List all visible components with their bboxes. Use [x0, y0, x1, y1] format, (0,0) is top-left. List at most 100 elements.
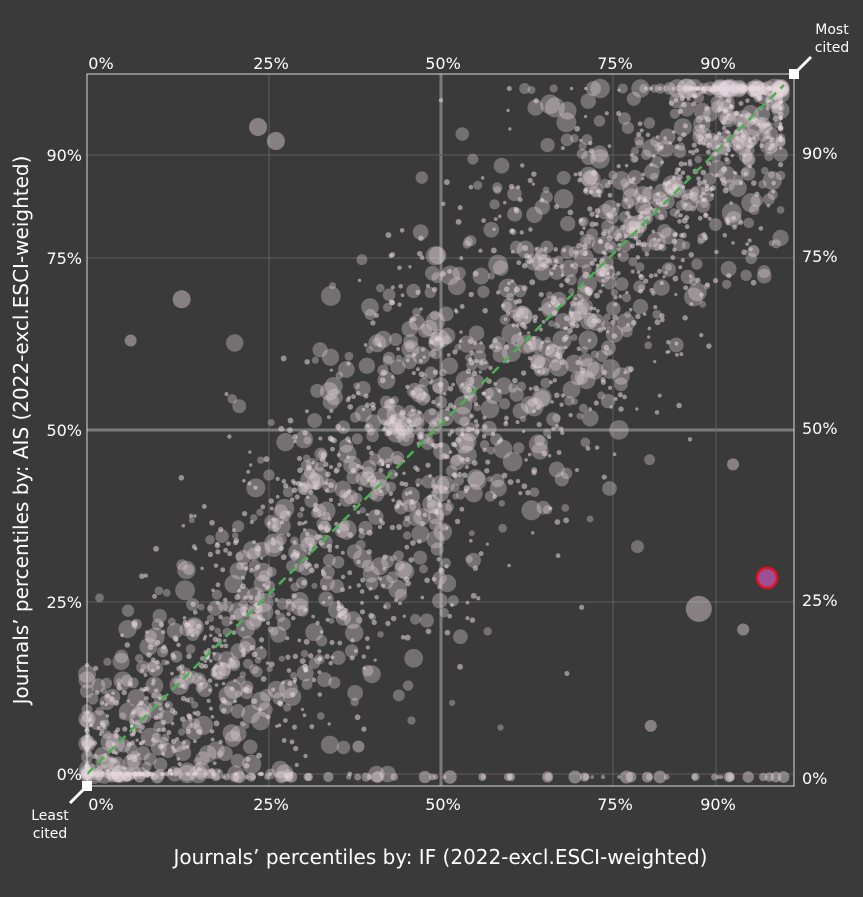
data-point — [726, 147, 731, 153]
data-point — [240, 575, 246, 581]
data-point — [586, 361, 605, 380]
data-point — [561, 504, 570, 512]
data-point — [398, 601, 402, 606]
data-point — [111, 771, 124, 783]
data-point — [354, 714, 361, 721]
data-point — [327, 722, 331, 726]
data-point — [689, 185, 707, 204]
data-point — [353, 648, 358, 653]
data-point — [666, 340, 671, 345]
data-point — [731, 129, 752, 150]
data-point — [308, 543, 314, 548]
data-point — [111, 765, 128, 783]
data-point — [186, 597, 200, 611]
data-point — [382, 554, 388, 560]
data-point — [402, 471, 406, 476]
data-point — [195, 623, 202, 630]
data-point — [390, 554, 397, 562]
data-point — [155, 768, 166, 780]
data-point — [339, 520, 350, 532]
data-point — [646, 197, 654, 205]
data-point — [278, 545, 284, 551]
data-point — [211, 589, 223, 600]
highlighted-journal-point[interactable] — [755, 566, 779, 590]
data-point — [468, 325, 485, 341]
data-point — [197, 603, 205, 611]
data-point — [218, 614, 224, 620]
data-point — [455, 426, 465, 437]
data-point — [469, 350, 475, 356]
data-point — [602, 326, 606, 331]
data-point — [120, 633, 125, 638]
data-point — [429, 378, 434, 383]
data-point — [139, 687, 144, 692]
data-point — [193, 757, 202, 766]
data-point — [482, 307, 488, 314]
data-point — [619, 770, 634, 784]
data-point — [337, 610, 347, 620]
y-tick-label-left: 50% — [46, 421, 82, 440]
data-point — [459, 506, 465, 512]
data-point — [346, 489, 352, 494]
data-point — [727, 774, 734, 780]
data-point — [577, 171, 583, 177]
data-point — [300, 649, 309, 658]
data-point — [309, 567, 315, 574]
data-point — [579, 772, 590, 782]
data-point — [317, 656, 323, 662]
data-point — [264, 514, 279, 529]
data-point — [292, 434, 298, 440]
data-point — [419, 521, 426, 527]
data-point — [394, 560, 413, 579]
data-point — [553, 264, 558, 268]
data-point — [721, 166, 728, 173]
data-point — [628, 214, 648, 234]
data-point — [430, 442, 435, 448]
data-point — [370, 401, 376, 408]
data-point — [462, 240, 472, 249]
data-point — [630, 319, 637, 326]
data-point — [344, 351, 354, 361]
data-point — [530, 531, 535, 535]
data-point — [249, 519, 254, 525]
data-point — [624, 198, 628, 202]
data-point — [465, 555, 473, 564]
data-point — [243, 686, 249, 692]
data-point — [452, 349, 458, 355]
data-point — [752, 86, 757, 91]
data-point — [134, 771, 146, 783]
data-point — [613, 295, 618, 300]
data-point — [663, 136, 668, 141]
data-point — [580, 437, 591, 448]
data-point — [306, 473, 324, 491]
data-point — [444, 629, 451, 636]
data-point — [635, 407, 639, 411]
data-point — [492, 337, 498, 344]
data-point — [662, 181, 667, 186]
data-point — [554, 204, 560, 210]
data-point — [560, 273, 565, 278]
data-point — [640, 149, 652, 161]
data-point — [406, 424, 413, 431]
data-point — [481, 218, 486, 223]
data-point — [581, 409, 599, 427]
data-point — [207, 600, 224, 616]
data-point — [360, 600, 364, 605]
data-point — [474, 429, 480, 435]
data-point — [750, 119, 756, 126]
data-point — [161, 727, 167, 733]
data-point — [228, 659, 241, 671]
data-point — [671, 238, 678, 245]
data-point — [242, 739, 258, 755]
data-point — [527, 99, 544, 116]
data-point — [419, 613, 434, 628]
data-point — [307, 551, 311, 556]
data-point — [732, 224, 738, 230]
data-point — [604, 348, 613, 357]
data-point — [308, 653, 314, 659]
data-point — [394, 560, 405, 571]
data-point — [206, 698, 211, 704]
data-point — [306, 495, 310, 499]
data-point — [404, 648, 424, 668]
data-point — [647, 335, 651, 339]
